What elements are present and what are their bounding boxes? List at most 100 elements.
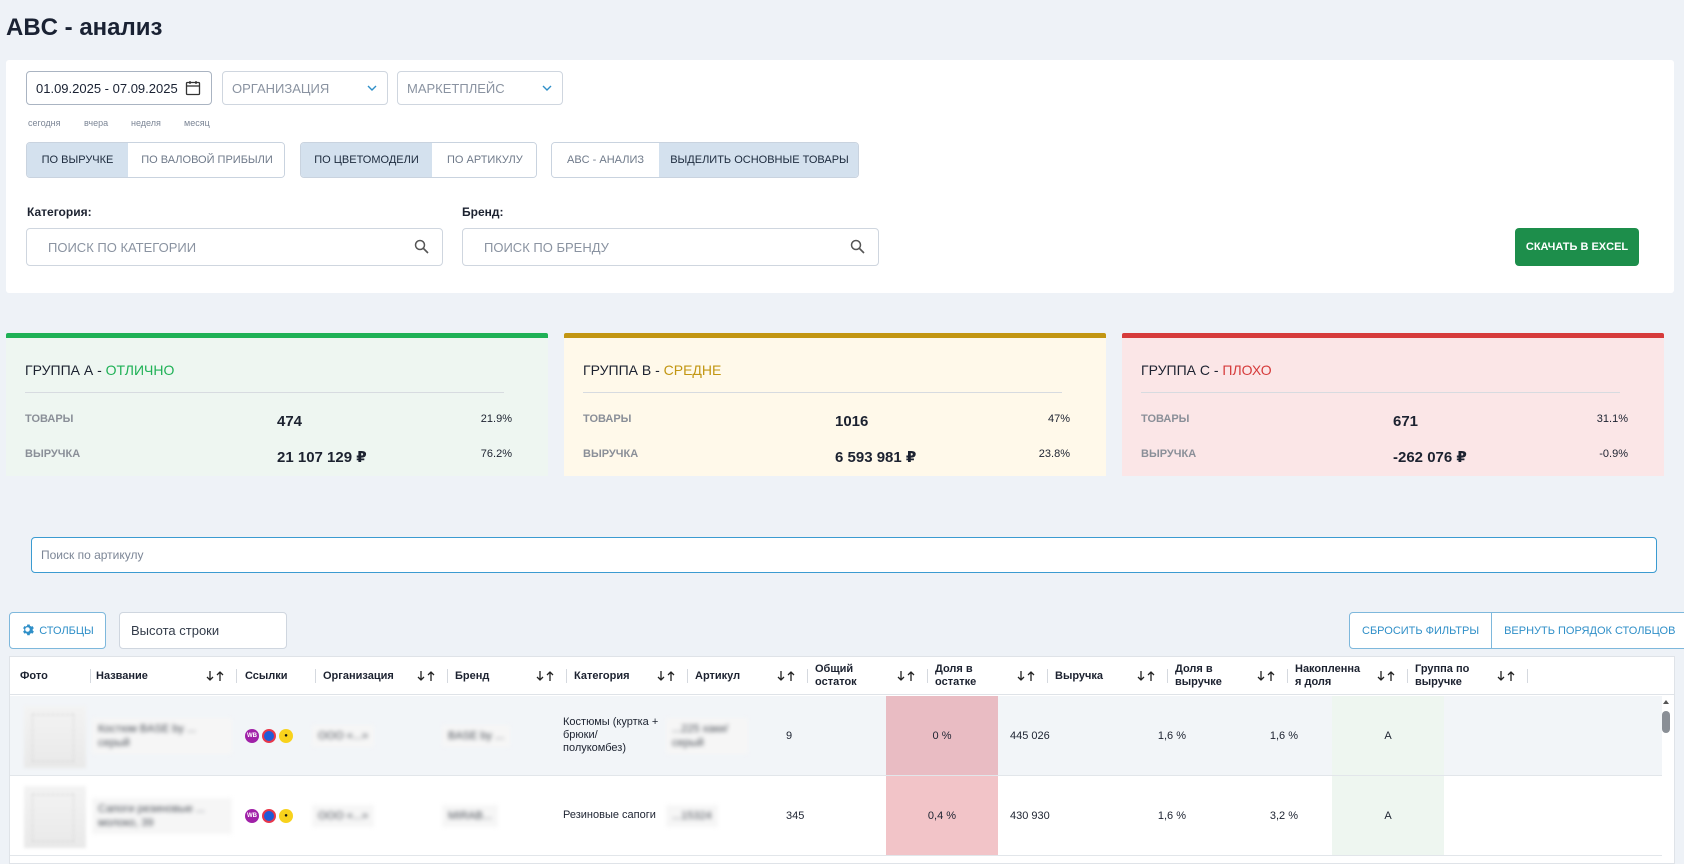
- divider: [1527, 669, 1528, 683]
- marketplace-select[interactable]: МАРКЕТПЛЕЙС: [397, 71, 563, 105]
- toggle-by-article[interactable]: ПО АРТИКУЛУ: [432, 143, 536, 177]
- product-photo[interactable]: [24, 786, 86, 848]
- col-revenue-group[interactable]: Группа по выручке: [1415, 657, 1527, 695]
- wildberries-icon[interactable]: WB: [245, 728, 259, 743]
- toggle-by-color-model[interactable]: ПО ЦВЕТОМОДЕЛИ: [301, 143, 432, 177]
- group-b-revenue-label: ВЫРУЧКА: [583, 448, 639, 460]
- col-cumulative-share[interactable]: Накопленная доля: [1295, 657, 1407, 695]
- search-icon: [414, 239, 429, 257]
- col-name[interactable]: Название: [96, 657, 236, 695]
- cell-total-stock: 9: [786, 729, 793, 742]
- cell-name[interactable]: Сапоги резиновые ... молоко, 39: [92, 776, 232, 855]
- sort-arrows-icon[interactable]: [417, 670, 437, 682]
- calendar-icon[interactable]: [185, 80, 201, 96]
- col-category[interactable]: Категория: [574, 657, 687, 695]
- brand-search-input[interactable]: ПОИСК ПО БРЕНДУ: [462, 228, 879, 266]
- cell-cumulative-share: 3,2 %: [1269, 809, 1298, 822]
- sort-arrows-icon[interactable]: [1017, 670, 1037, 682]
- yandex-market-icon[interactable]: ●: [279, 728, 293, 743]
- category-search-input[interactable]: ПОИСК ПО КАТЕГОРИИ: [26, 228, 443, 266]
- group-a-color-bar: [6, 333, 548, 338]
- reset-filters-button[interactable]: СБРОСИТЬ ФИЛЬТРЫ: [1362, 624, 1480, 637]
- table-row[interactable]: Костюм BASE by ... серый WB ● ООО «...» …: [10, 696, 1662, 776]
- group-b-color-bar: [564, 333, 1106, 338]
- sort-arrows-icon[interactable]: [1377, 670, 1397, 682]
- gear-icon: [21, 623, 35, 639]
- group-a-revenue-label: ВЫРУЧКА: [25, 448, 81, 460]
- col-total-stock[interactable]: Общий остаток: [815, 657, 927, 695]
- table-actions: СБРОСИТЬ ФИЛЬТРЫ ВЕРНУТЬ ПОРЯДОК СТОЛБЦО…: [1349, 612, 1684, 649]
- date-range-picker[interactable]: 01.09.2025 - 07.09.2025: [26, 71, 212, 105]
- divider: [566, 669, 567, 683]
- page-title: ABC - анализ: [6, 14, 163, 41]
- col-stock-share[interactable]: Доля в остатке: [935, 657, 1047, 695]
- quick-date-today[interactable]: сегодня: [28, 118, 61, 128]
- product-photo[interactable]: [24, 706, 86, 768]
- col-revenue-share[interactable]: Доля в выручке: [1175, 657, 1287, 695]
- chevron-down-icon: [542, 85, 552, 91]
- divider: [1141, 392, 1620, 393]
- cell-brand: MIRAB...: [442, 776, 537, 855]
- sort-arrows-icon[interactable]: [1137, 670, 1157, 682]
- sort-arrows-icon[interactable]: [536, 670, 556, 682]
- restore-columns-button[interactable]: ВЕРНУТЬ ПОРЯДОК СТОЛБЦОВ: [1491, 613, 1684, 648]
- group-c-color-bar: [1122, 333, 1664, 338]
- col-organization[interactable]: Организация: [323, 657, 447, 695]
- wildberries-icon[interactable]: WB: [245, 808, 259, 823]
- group-c-goods-pct: 31.1%: [1596, 413, 1628, 425]
- toggle-by-revenue[interactable]: ПО ВЫРУЧКЕ: [27, 143, 128, 177]
- group-b-card: ГРУППА B - СРЕДНЕ ТОВАРЫ 1016 47% ВЫРУЧК…: [564, 333, 1106, 476]
- quick-date-week[interactable]: неделя: [131, 118, 161, 128]
- columns-button[interactable]: СТОЛБЦЫ: [9, 612, 106, 649]
- toggle-by-gross-profit[interactable]: ПО ВАЛОВОЙ ПРИБЫЛИ: [128, 143, 284, 177]
- col-revenue[interactable]: Выручка: [1055, 657, 1167, 695]
- filters-panel: 01.09.2025 - 07.09.2025 сегодня вчера не…: [6, 60, 1674, 293]
- cell-name[interactable]: Костюм BASE by ... серый: [92, 696, 232, 775]
- ozon-icon[interactable]: [262, 728, 276, 743]
- group-a-revenue-pct: 76.2%: [480, 448, 512, 460]
- row-height-select[interactable]: Высота строки: [119, 612, 287, 649]
- sort-arrows-icon[interactable]: [206, 670, 226, 682]
- divider: [927, 669, 928, 683]
- ozon-icon[interactable]: [262, 808, 276, 823]
- table-scrollbar[interactable]: [1660, 697, 1672, 863]
- sort-arrows-icon[interactable]: [897, 670, 917, 682]
- quick-date-yesterday[interactable]: вчера: [84, 118, 109, 128]
- sort-arrows-icon[interactable]: [777, 670, 797, 682]
- yandex-market-icon[interactable]: ●: [279, 808, 293, 823]
- sort-arrows-icon[interactable]: [657, 670, 677, 682]
- group-b-grade: СРЕДНЕ: [663, 362, 722, 378]
- cell-total-stock: 345: [786, 809, 805, 822]
- group-a-card: ГРУППА А - ОТЛИЧНО ТОВАРЫ 474 21.9% ВЫРУ…: [6, 333, 548, 476]
- columns-button-label: СТОЛБЦЫ: [39, 624, 94, 637]
- mode-toggle: ABC - АНАЛИЗ ВЫДЕЛИТЬ ОСНОВНЫЕ ТОВАРЫ: [551, 142, 859, 178]
- cell-revenue: 430 930: [1010, 809, 1050, 822]
- cell-article: ...225 хаки/ серый: [666, 696, 748, 775]
- col-links[interactable]: Ссылки: [245, 669, 288, 682]
- col-article[interactable]: Артикул: [695, 657, 807, 695]
- col-brand[interactable]: Бренд: [455, 657, 566, 695]
- group-b-title: ГРУППА B - СРЕДНЕ: [583, 362, 721, 378]
- divider: [447, 669, 448, 683]
- toggle-abc-analysis[interactable]: ABC - АНАЛИЗ: [552, 143, 659, 177]
- article-search-placeholder: Поиск по артикулу: [41, 548, 144, 562]
- cell-links: WB ●: [245, 696, 310, 775]
- download-excel-button[interactable]: СКАЧАТЬ В EXCEL: [1515, 228, 1639, 266]
- cell-revenue-share: 1,6 %: [1157, 729, 1186, 742]
- group-b-prefix: ГРУППА B -: [583, 362, 664, 378]
- metric-toggle: ПО ВЫРУЧКЕ ПО ВАЛОВОЙ ПРИБЫЛИ: [26, 142, 285, 178]
- toggle-highlight-main-goods[interactable]: ВЫДЕЛИТЬ ОСНОВНЫЕ ТОВАРЫ: [659, 143, 858, 177]
- sort-arrows-icon[interactable]: [1497, 670, 1517, 682]
- cell-category: Костюмы (куртка + брюки/ полукомбез): [563, 716, 659, 754]
- group-b-goods-label: ТОВАРЫ: [583, 413, 632, 425]
- table-header: Фото Название Ссылки Организация Бренд К…: [10, 657, 1674, 695]
- brand-label: Бренд:: [462, 205, 504, 219]
- quick-date-month[interactable]: месяц: [184, 118, 210, 128]
- table-row[interactable]: Сапоги резиновые ... молоко, 39 WB ● ООО…: [10, 776, 1662, 856]
- sort-arrows-icon[interactable]: [1257, 670, 1277, 682]
- group-b-goods-value: 1016: [835, 413, 869, 430]
- search-icon: [850, 239, 865, 257]
- article-search-input[interactable]: Поиск по артикулу: [31, 537, 1657, 573]
- col-photo[interactable]: Фото: [20, 669, 48, 682]
- organization-select[interactable]: ОРГАНИЗАЦИЯ: [222, 71, 388, 105]
